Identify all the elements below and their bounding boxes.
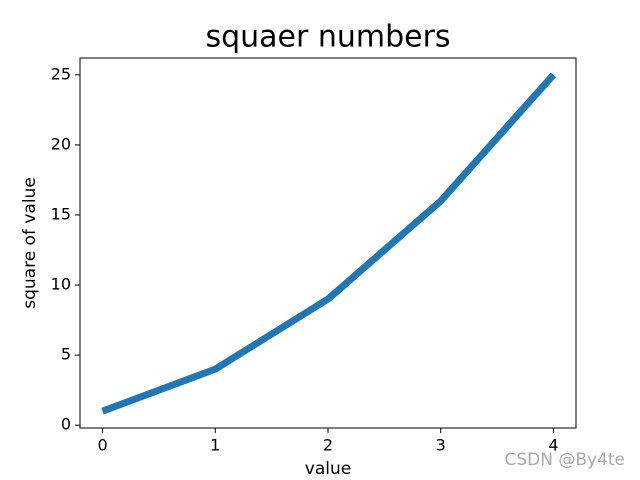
x-tick-label: 1 xyxy=(210,436,220,455)
y-tick-label: 20 xyxy=(51,134,71,153)
x-tick-label: 3 xyxy=(436,436,446,455)
x-axis-label: value xyxy=(305,459,351,479)
y-tick-label: 10 xyxy=(51,275,71,294)
chart-title: squaer numbers xyxy=(205,20,450,55)
x-tick-label: 4 xyxy=(548,436,558,455)
x-tick-label: 0 xyxy=(97,436,107,455)
y-axis-label: square of value xyxy=(20,177,40,309)
y-tick-label: 25 xyxy=(51,64,71,83)
plot-frame xyxy=(79,57,577,429)
data-line xyxy=(101,72,557,415)
y-tick-label: 5 xyxy=(61,345,71,364)
x-tick-label: 2 xyxy=(323,436,333,455)
y-tick-label: 0 xyxy=(61,415,71,434)
watermark: CSDN @By4te xyxy=(504,450,625,470)
y-tick-label: 15 xyxy=(51,204,71,223)
